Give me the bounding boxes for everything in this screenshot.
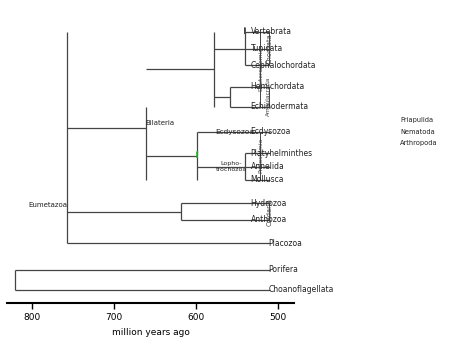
- Text: Eumetazoa: Eumetazoa: [28, 202, 68, 208]
- Text: Vertebrata: Vertebrata: [251, 28, 292, 36]
- Text: Hemichordata: Hemichordata: [251, 82, 305, 91]
- Text: Ambulacraria: Ambulacraria: [266, 77, 271, 117]
- Text: Tunicata: Tunicata: [251, 44, 283, 53]
- Text: Ecdysozoa: Ecdysozoa: [251, 127, 291, 136]
- Text: Arthropoda: Arthropoda: [400, 140, 438, 146]
- Text: Protostomia: Protostomia: [258, 138, 263, 173]
- Text: Anthozoa: Anthozoa: [251, 215, 287, 224]
- Text: Priapulida: Priapulida: [400, 117, 433, 123]
- Text: Nematoda: Nematoda: [400, 129, 435, 135]
- Text: Choanoflagellata: Choanoflagellata: [269, 285, 334, 294]
- Text: Platyhelminthes: Platyhelminthes: [251, 149, 313, 158]
- Text: Chordata: Chordata: [266, 33, 272, 64]
- Text: Deuterostomia: Deuterostomia: [258, 47, 263, 91]
- Text: Echinodermata: Echinodermata: [251, 102, 309, 111]
- Text: Cnidaria: Cnidaria: [266, 198, 272, 226]
- Text: Annelida: Annelida: [251, 162, 284, 171]
- Text: Placozoa: Placozoa: [269, 239, 302, 248]
- X-axis label: million years ago: million years ago: [111, 328, 190, 337]
- Text: Mollusca: Mollusca: [251, 175, 284, 184]
- Text: Ecdysozoa: Ecdysozoa: [216, 129, 255, 135]
- Text: Bilateria: Bilateria: [146, 120, 175, 126]
- Text: Cephalochordata: Cephalochordata: [251, 61, 316, 70]
- Text: Porifera: Porifera: [269, 265, 299, 274]
- Text: Lopho-
trochozoa: Lopho- trochozoa: [215, 161, 246, 172]
- Text: Hydrozoa: Hydrozoa: [251, 199, 287, 208]
